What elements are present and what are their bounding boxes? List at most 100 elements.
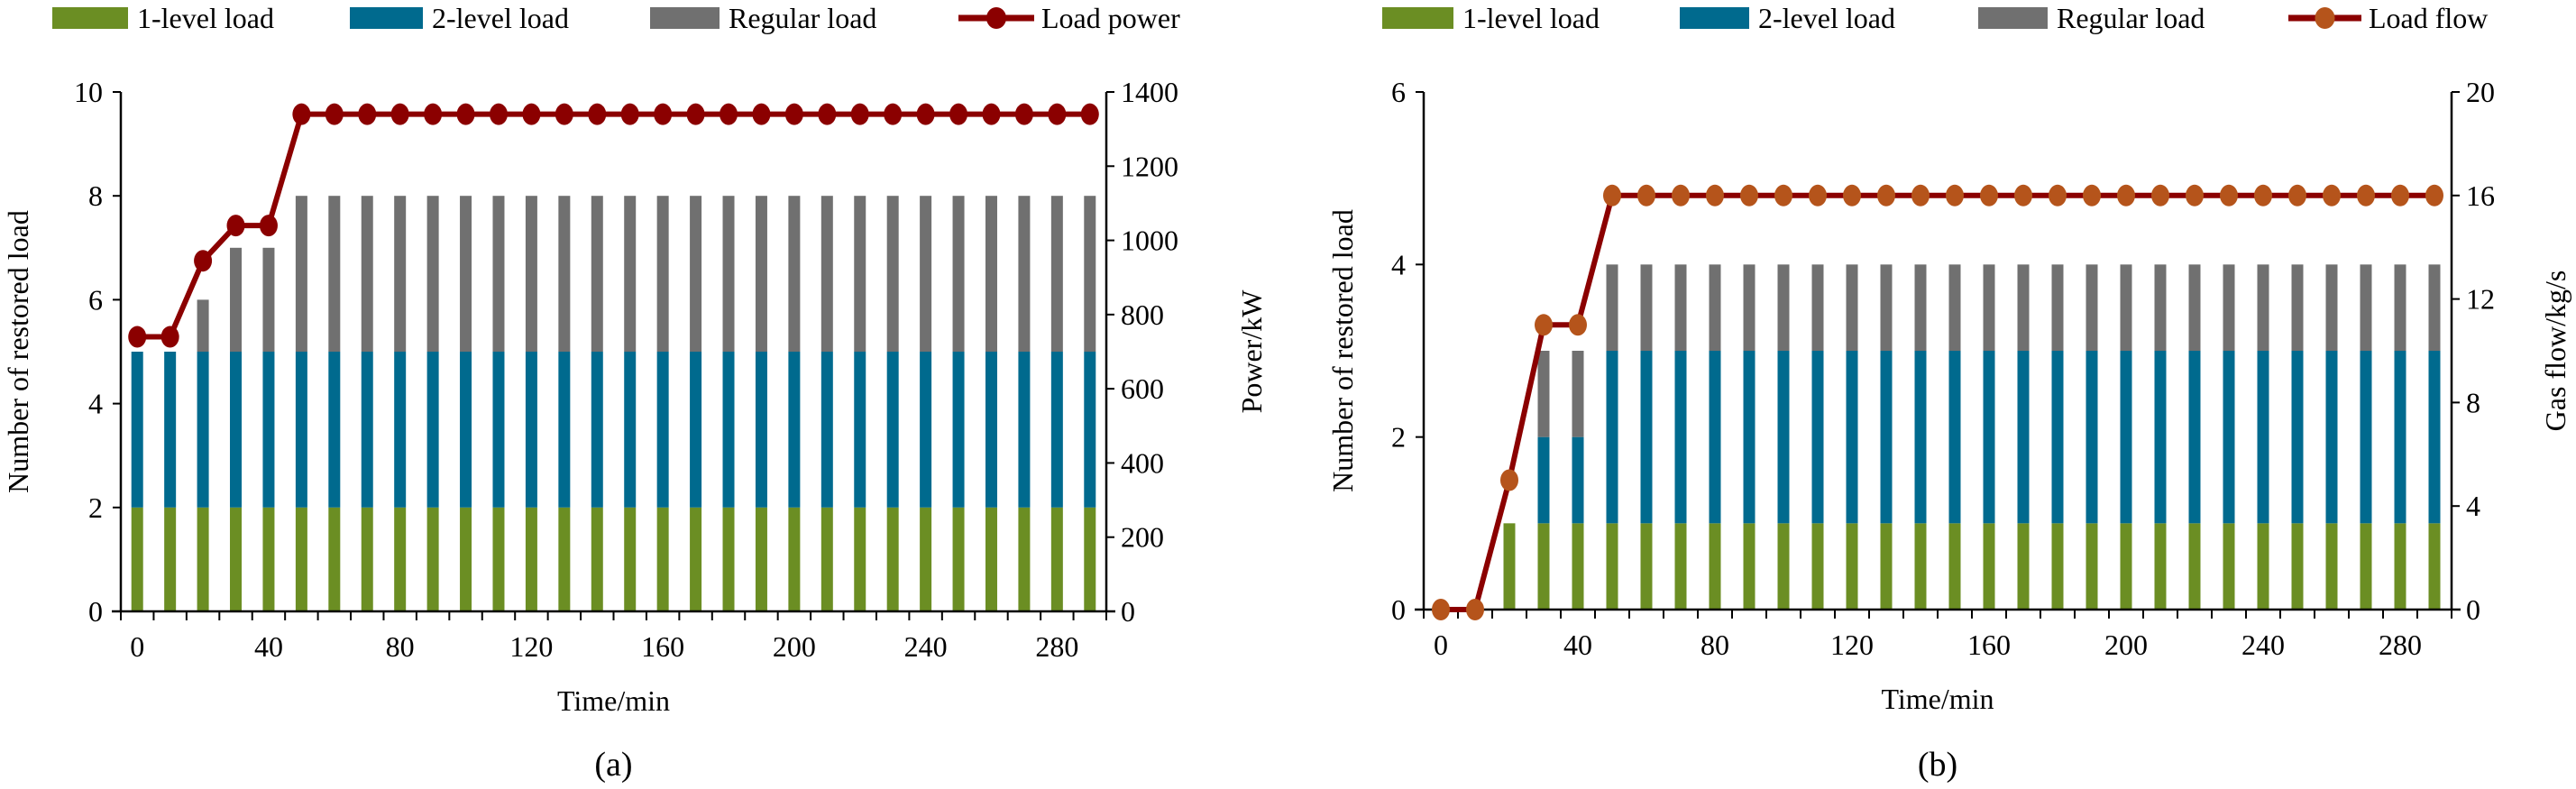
bar-segment-regular-load — [2360, 264, 2372, 351]
bar-segment-regular-load — [361, 196, 373, 352]
bar-segment-2-level-load — [197, 352, 209, 508]
y2-tick-label: 4 — [2466, 490, 2480, 522]
bar-segment-2-level-load — [2086, 351, 2098, 524]
bar-segment-regular-load — [262, 247, 275, 352]
bar-segment-1-level-load — [394, 507, 407, 611]
bar-segment-2-level-load — [2051, 351, 2064, 524]
legend-label: Regular load — [2057, 2, 2205, 34]
bar-segment-2-level-load — [722, 352, 735, 508]
y-tick-label: 4 — [1391, 248, 1406, 280]
bar-segment-1-level-load — [262, 507, 275, 611]
legend-label: 1-level load — [137, 2, 274, 34]
bar-segment-regular-load — [1640, 264, 1653, 351]
bar-segment-regular-load — [394, 196, 407, 352]
x-tick-label: 280 — [1035, 630, 1078, 663]
bar-segment-2-level-load — [2120, 351, 2132, 524]
bar-segment-2-level-load — [755, 352, 767, 508]
bar-segment-1-level-load — [492, 507, 505, 611]
bar-segment-2-level-load — [558, 352, 571, 508]
x-tick-label: 240 — [2241, 628, 2285, 661]
line-marker — [194, 250, 213, 272]
bar-segment-regular-load — [1777, 264, 1790, 351]
legend-swatch-3 — [650, 7, 720, 29]
bar-segment-regular-load — [2257, 264, 2269, 351]
x-tick-label: 0 — [1434, 628, 1448, 661]
bar-segment-2-level-load — [1914, 351, 1927, 524]
line-marker — [358, 103, 377, 125]
bar-segment-1-level-load — [1084, 507, 1096, 611]
line-marker — [1637, 184, 1655, 206]
line-marker — [1432, 599, 1450, 620]
bar-segment-regular-load — [952, 196, 965, 352]
bar-segment-1-level-load — [920, 507, 932, 611]
line-marker — [522, 103, 541, 125]
y-tick-label: 0 — [88, 595, 103, 628]
line-marker — [489, 103, 508, 125]
line-marker — [784, 103, 803, 125]
line-marker — [1911, 184, 1930, 206]
line-marker — [1740, 184, 1758, 206]
line-marker — [1877, 184, 1895, 206]
line-marker — [128, 326, 147, 348]
bar-segment-regular-load — [591, 196, 603, 352]
bar-segment-1-level-load — [722, 507, 735, 611]
bar-segment-regular-load — [2017, 264, 2030, 351]
bar-segment-1-level-load — [1777, 523, 1790, 610]
line-marker — [292, 103, 311, 125]
chart-panel-b: 1-level load 2-level load Regular load Load… — [1326, 2, 2571, 784]
line-marker — [1014, 103, 1033, 125]
bar-segment-1-level-load — [1503, 523, 1516, 610]
bar-segment-2-level-load — [1948, 351, 1961, 524]
bar-segment-2-level-load — [788, 352, 801, 508]
y2-tick-label: 0 — [1121, 595, 1135, 628]
bar-segment-2-level-load — [1709, 351, 1721, 524]
bar-segment-1-level-load — [2188, 523, 2201, 610]
bar-segment-regular-load — [328, 196, 341, 352]
line-marker — [850, 103, 869, 125]
bar-segment-1-level-load — [1572, 523, 1584, 610]
bar-segment-1-level-load — [1050, 507, 1063, 611]
bar-segment-1-level-load — [2428, 523, 2441, 610]
legend-marker — [2315, 7, 2335, 29]
bar-segment-2-level-load — [230, 352, 243, 508]
bar-segment-regular-load — [426, 196, 439, 352]
bar-segment-2-level-load — [1811, 351, 1824, 524]
bar-segment-regular-load — [295, 196, 307, 352]
bar-segment-2-level-load — [952, 352, 965, 508]
legend-swatch-2 — [350, 7, 423, 29]
bar-segment-1-level-load — [854, 507, 866, 611]
line-marker — [424, 103, 443, 125]
bar-segment-regular-load — [2291, 264, 2304, 351]
y2-tick-label: 400 — [1121, 446, 1164, 479]
bar-segment-1-level-load — [788, 507, 801, 611]
bar-segment-1-level-load — [558, 507, 571, 611]
bar-segment-regular-load — [230, 247, 243, 352]
line-marker — [916, 103, 935, 125]
bar-segment-1-level-load — [525, 507, 537, 611]
bar-segment-1-level-load — [1948, 523, 1961, 610]
bar-segment-regular-load — [1606, 264, 1618, 351]
bar-segment-2-level-load — [426, 352, 439, 508]
bar-segment-regular-load — [1983, 264, 1995, 351]
line-marker — [1500, 469, 1518, 491]
legend-label: Regular load — [729, 2, 876, 34]
bar-segment-1-level-load — [2051, 523, 2064, 610]
bar-segment-regular-load — [1572, 351, 1584, 437]
legend-label: 1-level load — [1462, 2, 1600, 34]
bar-segment-2-level-load — [886, 352, 899, 508]
bar-segment-regular-load — [722, 196, 735, 352]
bar-segment-regular-load — [1743, 264, 1756, 351]
x-tick-label: 160 — [1967, 628, 2011, 661]
bar-segment-1-level-load — [656, 507, 669, 611]
bar-segment-1-level-load — [755, 507, 767, 611]
bar-segment-regular-load — [920, 196, 932, 352]
line-marker — [2014, 184, 2032, 206]
bar-segment-regular-load — [624, 196, 637, 352]
bar-segment-1-level-load — [295, 507, 307, 611]
bar-segment-2-level-load — [1050, 352, 1063, 508]
bar-segment-regular-load — [1084, 196, 1096, 352]
line-marker — [1809, 184, 1827, 206]
line-marker — [2288, 184, 2306, 206]
line-marker — [1672, 184, 1690, 206]
bar-segment-2-level-load — [920, 352, 932, 508]
